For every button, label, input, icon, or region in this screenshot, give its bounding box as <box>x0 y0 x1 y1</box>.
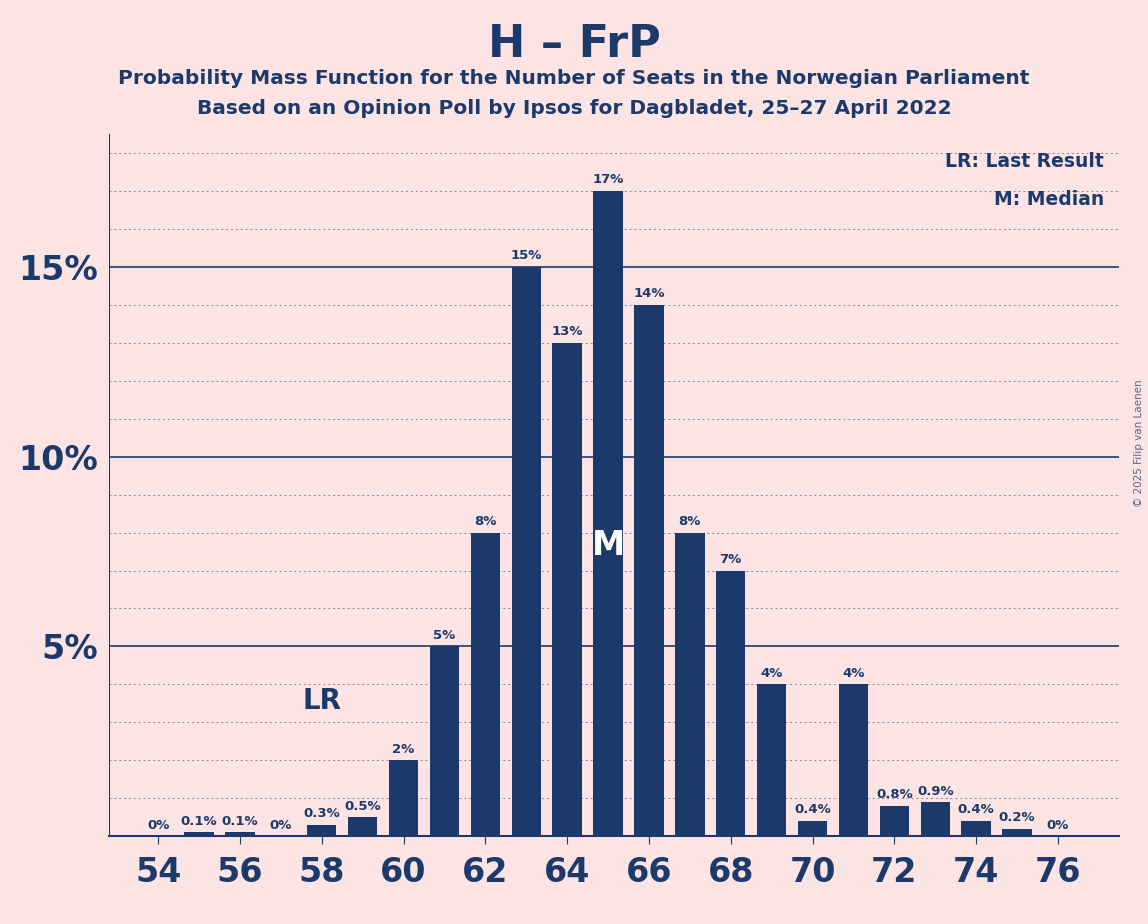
Bar <box>879 806 909 836</box>
Text: 4%: 4% <box>843 667 864 680</box>
Text: 0%: 0% <box>147 819 169 832</box>
Bar <box>961 821 991 836</box>
Bar <box>348 817 378 836</box>
Text: 4%: 4% <box>760 667 783 680</box>
Text: 7%: 7% <box>720 553 742 566</box>
Bar <box>798 821 828 836</box>
Text: 0.4%: 0.4% <box>794 804 831 817</box>
Text: M: M <box>591 529 625 563</box>
Text: 8%: 8% <box>678 515 701 528</box>
Text: 15%: 15% <box>511 249 542 262</box>
Bar <box>512 267 541 836</box>
Text: 14%: 14% <box>634 287 665 300</box>
Text: 2%: 2% <box>393 743 414 756</box>
Text: 8%: 8% <box>474 515 497 528</box>
Text: 0.4%: 0.4% <box>957 804 994 817</box>
Text: 5%: 5% <box>433 629 456 642</box>
Text: 0.8%: 0.8% <box>876 788 913 801</box>
Text: M: Median: M: Median <box>994 190 1104 209</box>
Text: Probability Mass Function for the Number of Seats in the Norwegian Parliament: Probability Mass Function for the Number… <box>118 69 1030 89</box>
Bar <box>185 833 214 836</box>
Text: 0.1%: 0.1% <box>222 815 258 828</box>
Text: 13%: 13% <box>551 325 583 338</box>
Bar <box>1002 829 1032 836</box>
Bar <box>675 532 705 836</box>
Text: 0%: 0% <box>270 819 292 832</box>
Text: 17%: 17% <box>592 174 623 187</box>
Text: 0%: 0% <box>1047 819 1069 832</box>
Bar <box>634 305 664 836</box>
Bar <box>757 685 786 836</box>
Text: © 2025 Filip van Laenen: © 2025 Filip van Laenen <box>1134 380 1143 507</box>
Bar <box>429 647 459 836</box>
Bar <box>839 685 868 836</box>
Text: LR: Last Result: LR: Last Result <box>946 152 1104 171</box>
Text: 0.5%: 0.5% <box>344 799 381 813</box>
Bar <box>307 825 336 836</box>
Bar <box>389 760 418 836</box>
Text: 0.2%: 0.2% <box>999 811 1035 824</box>
Text: Based on an Opinion Poll by Ipsos for Dagbladet, 25–27 April 2022: Based on an Opinion Poll by Ipsos for Da… <box>196 99 952 118</box>
Bar <box>594 191 622 836</box>
Bar <box>471 532 501 836</box>
Text: 0.9%: 0.9% <box>917 784 954 797</box>
Bar <box>552 343 582 836</box>
Text: LR: LR <box>302 687 341 715</box>
Text: 0.3%: 0.3% <box>303 808 340 821</box>
Text: 0.1%: 0.1% <box>180 815 217 828</box>
Bar <box>225 833 255 836</box>
Bar <box>716 570 745 836</box>
Text: H – FrP: H – FrP <box>488 23 660 67</box>
Bar <box>921 802 951 836</box>
